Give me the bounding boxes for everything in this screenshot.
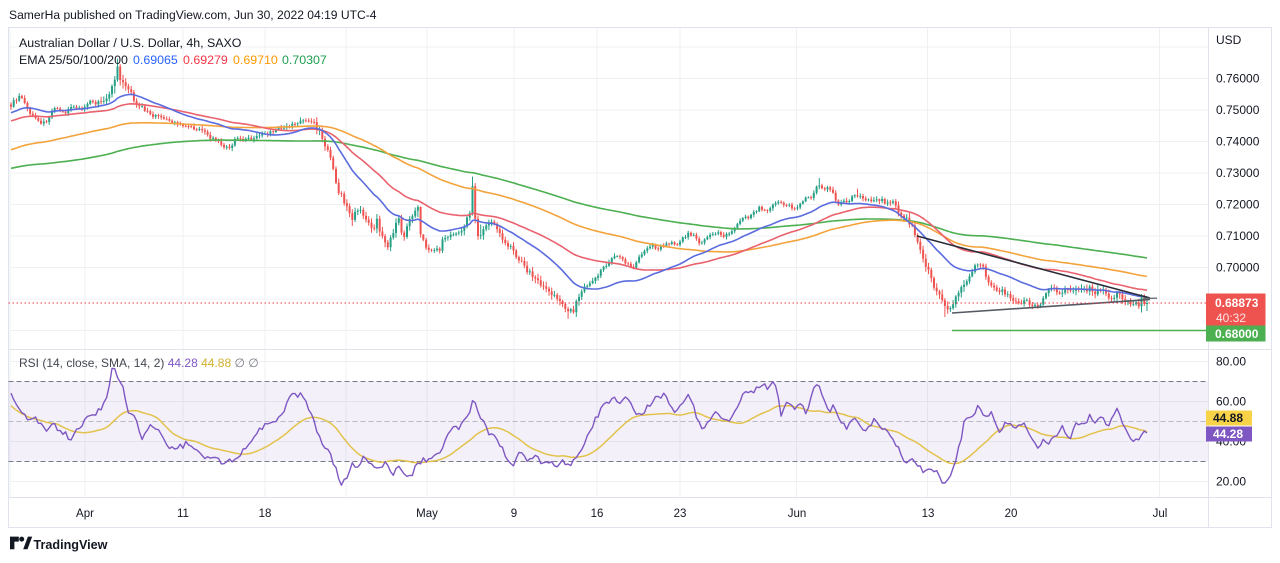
svg-text:TradingView: TradingView	[34, 538, 108, 552]
svg-text:Australian Dollar / U.S. Dolla: Australian Dollar / U.S. Dollar, 4h, SAX…	[19, 36, 242, 50]
svg-text:May: May	[416, 508, 438, 520]
svg-text:13: 13	[922, 508, 935, 520]
svg-text:0.76000: 0.76000	[1216, 72, 1260, 86]
svg-text:0.69710: 0.69710	[233, 53, 278, 67]
svg-text:40:32: 40:32	[1216, 311, 1246, 325]
svg-text:20.00: 20.00	[1216, 475, 1246, 489]
svg-text:0.70307: 0.70307	[282, 53, 327, 67]
svg-text:SamerHa published on TradingVi: SamerHa published on TradingView.com, Ju…	[9, 8, 377, 22]
svg-text:EMA 25/50/100/200: EMA 25/50/100/200	[19, 53, 128, 67]
svg-text:80.00: 80.00	[1216, 355, 1246, 369]
svg-text:0.71000: 0.71000	[1216, 229, 1260, 243]
svg-text:44.28: 44.28	[1213, 427, 1243, 441]
svg-text:44.88: 44.88	[1213, 411, 1243, 425]
svg-text:0.68000: 0.68000	[1215, 327, 1259, 341]
svg-text:0.75000: 0.75000	[1216, 103, 1260, 117]
svg-text:0.69279: 0.69279	[183, 53, 228, 67]
svg-text:16: 16	[591, 508, 604, 520]
svg-text:0.68873: 0.68873	[1215, 296, 1259, 310]
svg-text:0.73000: 0.73000	[1216, 166, 1260, 180]
svg-text:9: 9	[511, 508, 517, 520]
svg-text:60.00: 60.00	[1216, 395, 1246, 409]
svg-text:Apr: Apr	[76, 508, 94, 520]
svg-text:0.70000: 0.70000	[1216, 261, 1260, 275]
svg-text:23: 23	[674, 508, 687, 520]
svg-text:0.74000: 0.74000	[1216, 135, 1260, 149]
svg-text:RSI (14, close, SMA, 14, 2) 44: RSI (14, close, SMA, 14, 2) 44.28 44.88 …	[19, 356, 259, 370]
svg-text:0.69065: 0.69065	[133, 53, 178, 67]
svg-text:0.72000: 0.72000	[1216, 198, 1260, 212]
svg-text:18: 18	[259, 508, 272, 520]
svg-text:USD: USD	[1216, 33, 1242, 47]
svg-text:Jul: Jul	[1153, 508, 1168, 520]
svg-text:20: 20	[1005, 508, 1018, 520]
svg-text:Jun: Jun	[788, 508, 807, 520]
svg-text:11: 11	[177, 508, 189, 520]
